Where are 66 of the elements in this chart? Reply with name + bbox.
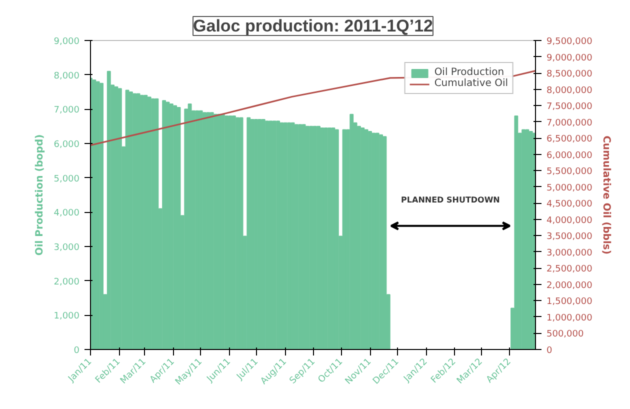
- bar: [246, 117, 251, 350]
- bar: [118, 88, 122, 350]
- y-tick-label: 6,000: [54, 140, 80, 150]
- bar: [236, 117, 240, 350]
- bar: [298, 124, 302, 350]
- y2-tick-label: 6,500,000: [546, 134, 593, 145]
- bar: [224, 116, 229, 350]
- y-tick-label: 9,000: [54, 37, 80, 47]
- y2-axis-title: Cumulative Oil (bbls): [600, 136, 612, 254]
- y2-tick-label: 8,000,000: [546, 86, 593, 96]
- bar: [514, 116, 518, 350]
- bar: [154, 98, 159, 350]
- bar: [162, 100, 166, 350]
- y2-tick-label: 0: [546, 346, 552, 356]
- y-tick-label: 2,000: [54, 277, 80, 288]
- y2-tick-label: 5,500,000: [546, 167, 593, 178]
- legend-label: Oil Production: [434, 67, 504, 78]
- y2-tick-label: 5,000,000: [546, 183, 593, 194]
- y2-tick-label: 7,500,000: [546, 102, 593, 112]
- y2-tick-label: 4,000,000: [546, 216, 593, 226]
- y2-tick-label: 7,000,000: [546, 118, 593, 128]
- bar: [328, 128, 332, 350]
- chart-title: Galoc production: 2011-1Q’12: [193, 16, 433, 36]
- bar: [258, 118, 262, 350]
- bar: [217, 114, 222, 350]
- bar: [334, 129, 339, 350]
- bar: [350, 114, 354, 350]
- bar: [360, 128, 365, 350]
- y2-tick-label: 1,000,000: [546, 313, 593, 324]
- y-tick-label: 3,000: [54, 243, 80, 253]
- annotation: PLANNED SHUTDOWN: [401, 195, 500, 204]
- y-tick-label: 4,000: [54, 208, 80, 219]
- bar: [287, 122, 292, 350]
- y2-tick-label: 3,000,000: [546, 248, 593, 258]
- y-tick-label: 7,000: [54, 106, 80, 116]
- bar: [92, 79, 96, 350]
- y2-tick-label: 9,500,000: [546, 37, 593, 47]
- y2-tick-label: 2,500,000: [546, 264, 593, 275]
- y-tick-label: 5,000: [54, 174, 80, 184]
- bar: [206, 112, 210, 350]
- bar: [195, 110, 200, 350]
- bar: [276, 120, 280, 350]
- bar: [522, 129, 526, 350]
- y2-tick-label: 1,500,000: [546, 297, 593, 308]
- y2-tick-label: 500,000: [546, 330, 584, 340]
- y-tick-label: 1,000: [54, 312, 80, 322]
- bar: [239, 117, 244, 350]
- y-axis-title: Oil Production (bopd): [34, 134, 46, 256]
- y2-tick-label: 3,500,000: [546, 232, 593, 242]
- y-tick-label: 0: [74, 346, 80, 356]
- bar: [132, 93, 137, 350]
- legend-label: Cumulative Oil: [434, 78, 508, 89]
- y2-tick-label: 8,500,000: [546, 70, 593, 80]
- bar: [309, 126, 314, 350]
- y2-tick-label: 6,000,000: [546, 150, 593, 161]
- bar: [100, 82, 104, 350]
- bar: [382, 136, 387, 350]
- y2-tick-label: 2,000,000: [546, 280, 593, 291]
- y2-tick-label: 9,000,000: [546, 53, 593, 64]
- bar: [173, 105, 178, 350]
- bar: [144, 94, 148, 350]
- bar: [320, 128, 324, 350]
- bar: [372, 132, 376, 350]
- y-tick-label: 8,000: [54, 71, 80, 82]
- y2-tick-label: 4,500,000: [546, 200, 593, 210]
- bar: [268, 120, 273, 350]
